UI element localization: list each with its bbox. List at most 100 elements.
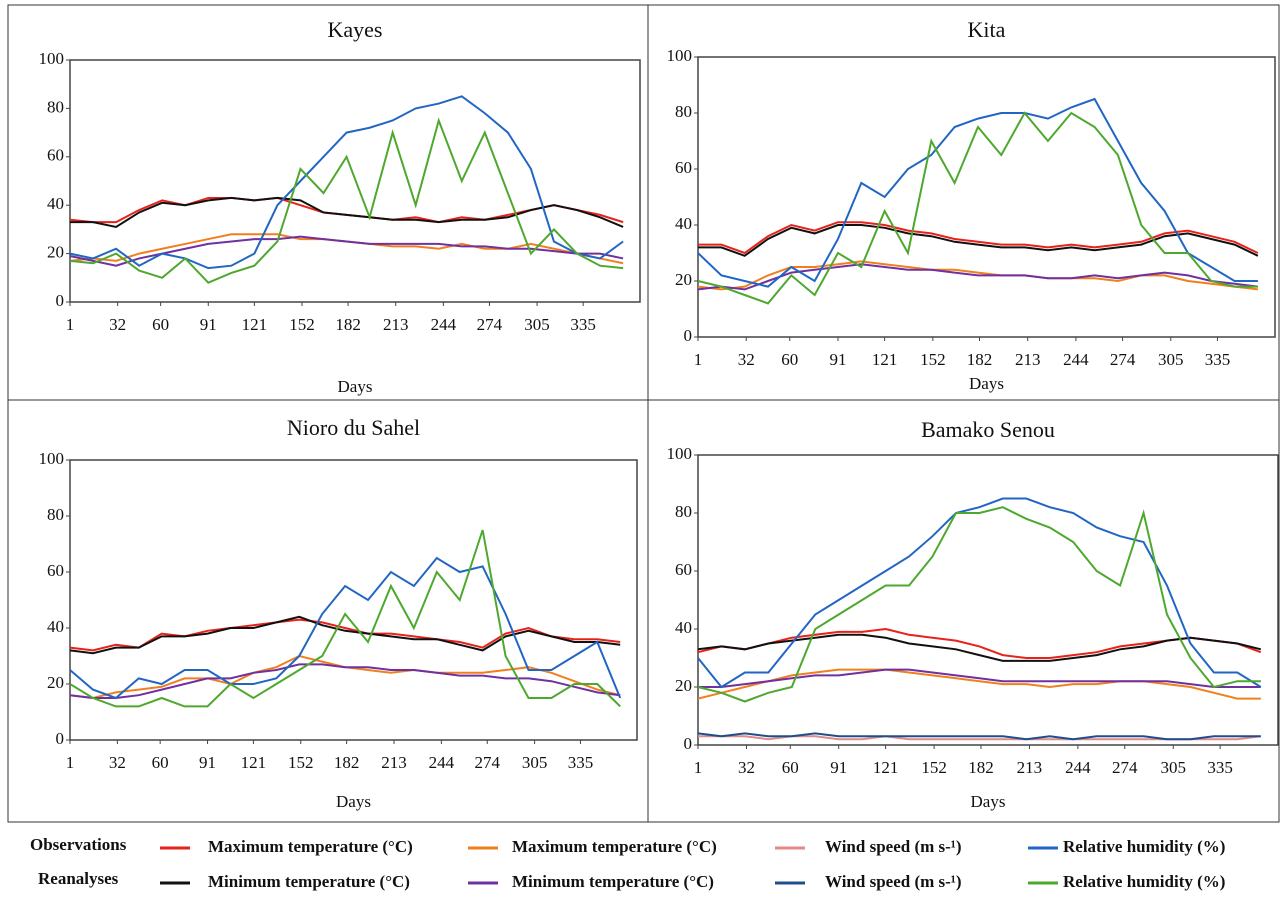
x-tick-label: 244 (1065, 758, 1091, 777)
legend-label: Minimum temperature (°C) (512, 872, 714, 891)
x-tick-label: 152 (920, 350, 946, 369)
x-tick-label: 274 (1110, 350, 1136, 369)
x-tick-label: 274 (477, 315, 503, 334)
y-tick-label: 0 (684, 326, 693, 345)
data-line (69, 615, 621, 655)
chart-title: Kita (968, 17, 1006, 42)
x-tick-label: 244 (429, 753, 455, 772)
y-tick-label: 60 (675, 158, 692, 177)
legend-label: Wind speed (m s-¹) (825, 872, 962, 891)
data-line (69, 95, 624, 270)
legend-label: Maximum temperature (°C) (208, 837, 413, 856)
x-tick-label: 32 (109, 315, 126, 334)
x-tick-label: 60 (781, 350, 798, 369)
x-tick-label: 1 (66, 315, 75, 334)
x-tick-label: 152 (289, 315, 315, 334)
data-line (698, 668, 1261, 688)
plot-frame (697, 454, 1279, 746)
y-tick-label: 80 (675, 502, 692, 521)
x-tick-label: 244 (431, 315, 457, 334)
y-tick-label: 40 (675, 618, 692, 637)
y-tick-label: 80 (47, 505, 64, 524)
y-tick-label: 0 (56, 291, 65, 310)
x-tick-label: 335 (1207, 758, 1233, 777)
x-tick-label: 152 (288, 753, 314, 772)
x-tick-label: 91 (199, 753, 216, 772)
y-tick-label: 60 (47, 146, 64, 165)
x-tick-label: 121 (872, 350, 898, 369)
x-tick-label: 182 (334, 753, 360, 772)
x-tick-label: 182 (335, 315, 361, 334)
y-tick-label: 100 (39, 449, 65, 468)
plot-frame (697, 56, 1276, 338)
x-tick-label: 32 (109, 753, 126, 772)
y-tick-label: 40 (47, 617, 64, 636)
data-line (697, 668, 1261, 700)
x-tick-label: 244 (1063, 350, 1089, 369)
data-line (697, 732, 1261, 741)
data-line (69, 663, 621, 699)
data-line (69, 529, 621, 708)
y-tick-label: 40 (675, 214, 692, 233)
x-tick-label: 121 (873, 758, 899, 777)
x-tick-label: 91 (200, 315, 217, 334)
y-tick-label: 20 (47, 673, 64, 692)
x-tick-label: 60 (152, 753, 169, 772)
y-tick-label: 40 (47, 194, 64, 213)
x-tick-label: 305 (1161, 758, 1187, 777)
data-line (697, 633, 1262, 662)
y-tick-label: 20 (675, 676, 692, 695)
y-tick-label: 20 (675, 270, 692, 289)
y-tick-label: 80 (47, 97, 64, 116)
data-line (69, 618, 621, 652)
y-tick-label: 60 (47, 561, 64, 580)
x-tick-label: 213 (1017, 758, 1043, 777)
x-tick-label: 121 (242, 315, 268, 334)
chart-title: Bamako Senou (921, 417, 1055, 442)
data-line (697, 497, 1262, 689)
x-axis-label: Days (969, 374, 1004, 393)
chart-title: Kayes (328, 17, 383, 42)
data-line (697, 506, 1261, 703)
data-line (697, 263, 1259, 291)
x-tick-label: 305 (1158, 350, 1184, 369)
x-tick-label: 274 (1112, 758, 1138, 777)
x-tick-label: 32 (738, 350, 755, 369)
x-tick-label: 60 (152, 315, 169, 334)
x-tick-label: 305 (524, 315, 550, 334)
data-line (697, 111, 1258, 305)
data-line (70, 196, 624, 229)
y-tick-label: 100 (39, 49, 65, 68)
x-axis-label: Days (338, 377, 373, 396)
chart-title: Nioro du Sahel (287, 415, 420, 440)
x-tick-label: 60 (782, 758, 799, 777)
x-tick-label: 32 (738, 758, 755, 777)
x-tick-label: 182 (967, 350, 993, 369)
y-tick-label: 60 (675, 560, 692, 579)
legend-row-label: Observations (30, 835, 127, 854)
data-line (697, 97, 1258, 288)
legend-row-label: Reanalyses (38, 869, 119, 888)
x-tick-label: 305 (522, 753, 548, 772)
x-tick-label: 213 (381, 753, 407, 772)
x-axis-label: Days (336, 792, 371, 811)
plot-frame (69, 59, 641, 303)
x-tick-label: 213 (383, 315, 409, 334)
y-tick-label: 0 (56, 729, 65, 748)
x-tick-label: 91 (829, 350, 846, 369)
x-tick-label: 335 (568, 753, 594, 772)
y-tick-label: 100 (667, 444, 693, 463)
y-tick-label: 0 (684, 734, 693, 753)
x-tick-label: 152 (921, 758, 947, 777)
data-line (698, 221, 1259, 255)
legend-label: Minimum temperature (°C) (208, 872, 410, 891)
legend-label: Wind speed (m s-¹) (825, 837, 962, 856)
x-tick-label: 121 (241, 753, 267, 772)
data-line (698, 224, 1259, 257)
legend-label: Relative humidity (%) (1063, 872, 1225, 891)
x-tick-label: 335 (570, 315, 596, 334)
plot-frame (69, 459, 638, 741)
x-tick-label: 1 (66, 753, 75, 772)
